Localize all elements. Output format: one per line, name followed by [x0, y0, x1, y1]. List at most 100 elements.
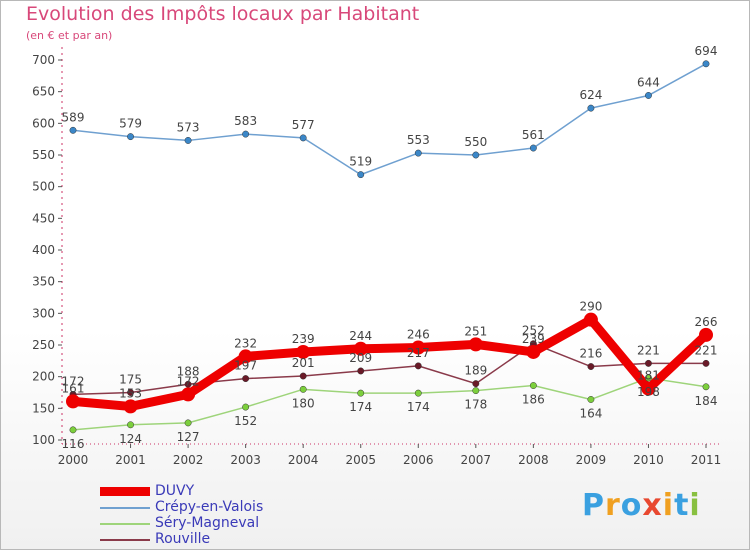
data-label-rouville: 217	[407, 346, 430, 360]
point-crepy-en-valois	[127, 133, 134, 141]
data-label-sery-magneval: 180	[292, 396, 315, 410]
data-label-crepy-en-valois: 577	[292, 118, 315, 132]
data-label-sery-magneval: 164	[579, 406, 602, 420]
point-duvy	[468, 337, 483, 352]
data-label-sery-magneval: 178	[464, 398, 487, 412]
y-tick-label: 700	[32, 53, 55, 67]
legend-label-rouville: Rouville	[155, 531, 211, 547]
x-tick-label: 2007	[461, 453, 492, 467]
point-sery-magneval	[184, 419, 192, 427]
data-label-sery-magneval: 152	[234, 414, 257, 428]
logo-letter: x	[642, 488, 663, 523]
data-label-duvy: 290	[579, 300, 602, 314]
y-tick-label: 400	[32, 243, 55, 257]
y-tick-label: 150	[32, 401, 55, 415]
data-label-sery-magneval: 124	[119, 432, 142, 446]
y-tick-label: 450	[32, 211, 55, 225]
legend-item-crepy-en-valois: Crépy-en-Valois	[100, 499, 320, 516]
point-sery-magneval	[702, 383, 710, 391]
data-label-crepy-en-valois: 519	[349, 155, 372, 169]
point-duvy	[353, 341, 368, 356]
data-label-rouville: 201	[292, 356, 315, 370]
chart-subtitle: (en € et par an)	[26, 29, 113, 42]
point-crepy-en-valois	[242, 130, 250, 138]
logo-letter: r	[605, 488, 621, 523]
data-label-rouville: 197	[234, 359, 257, 373]
data-label-crepy-en-valois: 624	[579, 88, 602, 102]
y-tick-label: 100	[32, 433, 55, 447]
point-rouville	[242, 375, 250, 383]
point-duvy	[641, 381, 656, 396]
data-label-duvy: 244	[349, 329, 372, 343]
point-sery-magneval	[414, 389, 422, 397]
point-crepy-en-valois	[357, 171, 365, 179]
data-label-crepy-en-valois: 573	[177, 120, 200, 134]
point-crepy-en-valois	[472, 151, 480, 159]
logo-letter: i	[689, 488, 701, 523]
data-label-duvy: 181	[637, 369, 660, 383]
data-labels: 589 579 573 583 577 519 553 550 561 624 644 694 116 1…	[62, 44, 718, 451]
point-rouville	[587, 363, 595, 370]
y-tick-label: 650	[32, 85, 55, 99]
logo-letter: P	[582, 488, 605, 523]
data-label-duvy: 153	[119, 386, 142, 400]
point-rouville	[127, 389, 134, 396]
legend-label-crepy-en-valois: Crépy-en-Valois	[155, 499, 264, 515]
y-tick-label: 300	[32, 306, 55, 320]
data-label-rouville: 189	[464, 364, 487, 378]
y-tick-label: 500	[32, 180, 55, 194]
x-tick-label: 2001	[115, 453, 146, 467]
point-crepy-en-valois	[702, 60, 710, 68]
data-label-sery-magneval: 116	[62, 437, 85, 451]
point-duvy	[66, 394, 80, 409]
legend-label-duvy: DUVY	[155, 483, 195, 499]
data-label-rouville: 252	[522, 324, 545, 338]
data-label-rouville: 221	[695, 343, 718, 357]
data-label-duvy: 161	[62, 381, 85, 395]
point-crepy-en-valois	[69, 126, 77, 134]
point-rouville	[645, 359, 652, 367]
data-label-duvy: 266	[695, 315, 718, 329]
legend-item-duvy: DUVY	[100, 483, 320, 500]
legend-swatch-duvy	[100, 487, 150, 496]
point-crepy-en-valois	[587, 104, 595, 112]
point-sery-magneval	[645, 374, 652, 382]
data-label-duvy: 239	[522, 332, 545, 346]
logo-letter: t	[674, 488, 690, 523]
point-sery-magneval	[69, 426, 77, 434]
point-sery-magneval	[242, 403, 250, 411]
legend-label-sery-magneval: Séry-Magneval	[155, 515, 260, 531]
legend-item-rouville: Rouville	[100, 531, 320, 548]
logo-letter: o	[620, 488, 643, 523]
data-label-sery-magneval: 186	[522, 393, 545, 407]
y-tick-label: 350	[32, 275, 55, 289]
x-tick-label: 2004	[288, 453, 319, 467]
y-tick-label: 550	[32, 148, 55, 162]
point-sery-magneval	[529, 382, 537, 389]
point-rouville	[702, 359, 710, 367]
data-label-sery-magneval: 127	[177, 430, 200, 444]
x-tick-label: 2006	[403, 453, 434, 467]
point-sery-magneval	[127, 421, 134, 429]
y-tick-label: 200	[32, 370, 55, 384]
data-label-rouville: 209	[349, 351, 372, 365]
x-tick-label: 2002	[173, 453, 204, 467]
point-crepy-en-valois	[414, 149, 422, 157]
point-crepy-en-valois	[645, 92, 652, 99]
data-label-crepy-en-valois: 694	[695, 44, 718, 58]
series-line-duvy	[68, 315, 711, 411]
y-tick-label: 600	[32, 116, 55, 130]
x-tick-label: 2010	[633, 453, 664, 467]
point-crepy-en-valois	[299, 134, 307, 142]
point-duvy	[699, 327, 713, 342]
x-tick-label: 2008	[518, 453, 549, 467]
x-tick-label: 2000	[58, 453, 89, 467]
series-line-sery-magneval	[72, 377, 707, 431]
point-duvy	[123, 399, 138, 414]
point-duvy	[526, 344, 541, 359]
data-label-crepy-en-valois: 579	[119, 117, 142, 131]
data-label-rouville: 221	[637, 343, 660, 357]
series-line-crepy-en-valois	[72, 63, 707, 176]
